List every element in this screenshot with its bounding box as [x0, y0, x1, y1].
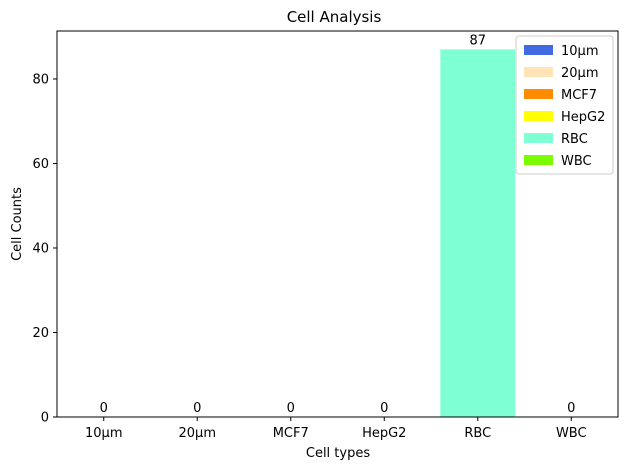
x-axis: 10µm 20µm MCF7 HepG2 RBC WBC: [85, 417, 587, 441]
legend-swatch-1: [524, 67, 553, 77]
y-tick-label-2: 40: [32, 241, 49, 256]
legend-swatch-4: [524, 133, 553, 143]
legend: 10µm 20µm MCF7 HepG2 RBC WBC: [515, 35, 614, 175]
bar-value-label-0: 0: [100, 401, 108, 416]
legend-label-5: WBC: [561, 154, 592, 169]
y-tick-label-3: 60: [32, 157, 49, 172]
x-tick-label-4: RBC: [464, 426, 491, 441]
bar-value-label-1: 0: [193, 401, 201, 416]
x-axis-label: Cell types: [306, 446, 370, 461]
legend-label-2: MCF7: [561, 88, 597, 103]
legend-swatch-2: [524, 89, 553, 99]
legend-label-4: RBC: [561, 132, 588, 147]
y-tick-label-0: 0: [41, 411, 49, 426]
bar-value-label-2: 0: [287, 401, 295, 416]
bars-group: [440, 49, 516, 417]
data-labels-group: 0 0 0 0 87 0: [100, 33, 576, 416]
legend-label-3: HepG2: [561, 110, 605, 125]
legend-label-1: 20µm: [561, 66, 598, 81]
bar-value-label-5: 0: [567, 401, 575, 416]
x-tick-label-2: MCF7: [273, 426, 309, 441]
legend-swatch-5: [524, 155, 553, 165]
bar-value-label-4: 87: [469, 33, 486, 48]
legend-label-0: 10µm: [561, 44, 598, 59]
plot-frame: [56, 30, 619, 418]
y-tick-label-1: 20: [32, 326, 49, 341]
x-tick-label-5: WBC: [556, 426, 587, 441]
x-tick-label-3: HepG2: [362, 426, 406, 441]
chart-title: Cell Analysis: [287, 8, 382, 26]
legend-swatch-0: [524, 45, 553, 55]
x-tick-label-1: 20µm: [179, 426, 216, 441]
bar-value-label-3: 0: [380, 401, 388, 416]
y-axis-label: Cell Counts: [10, 187, 25, 261]
y-axis: 0 20 40 60 80: [32, 72, 57, 426]
legend-swatch-3: [524, 111, 553, 121]
x-tick-label-0: 10µm: [85, 426, 122, 441]
y-tick-label-4: 80: [32, 72, 49, 87]
bar-4: [440, 49, 516, 417]
